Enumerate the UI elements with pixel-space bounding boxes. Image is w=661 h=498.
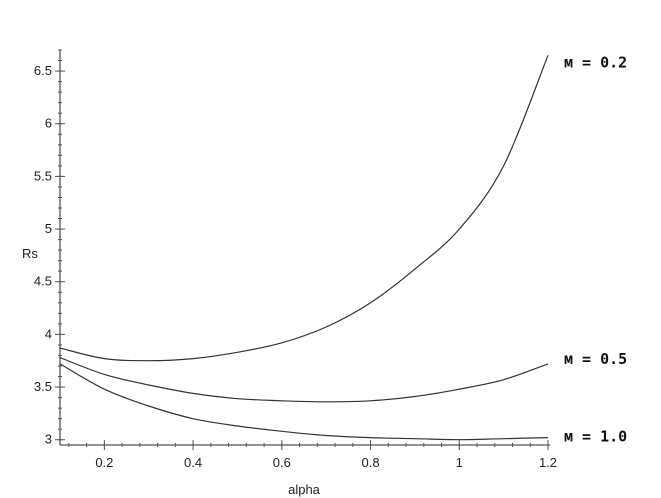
axes: [59, 50, 550, 446]
x-tick-label: 0.8: [362, 455, 380, 470]
series-label: м = 0.2: [564, 53, 627, 71]
series-lines: [59, 55, 549, 441]
y-tick-label: 6.5: [34, 63, 52, 78]
x-tick-label: 0.2: [95, 455, 113, 470]
x-ticks: 0.2 0.4 0.6 0.8 1 1.2: [68, 440, 557, 470]
series-line: [59, 363, 549, 441]
series-line: [59, 55, 549, 362]
x-tick-label: 1.2: [539, 455, 557, 470]
y-tick-label: 6: [45, 116, 52, 131]
y-tick-label: 5.5: [34, 168, 52, 183]
x-tick-label: 0.6: [273, 455, 291, 470]
y-ticks: 3 3.5 4 4.5 5 5.5 6 6.5: [34, 49, 65, 447]
x-axis-label: alpha: [288, 482, 321, 497]
series-labels: м = 0.2 м = 0.5 м = 1.0: [564, 53, 627, 445]
x-tick-label: 1: [456, 455, 463, 470]
y-tick-label: 3.5: [34, 379, 52, 394]
series-line: [59, 357, 549, 403]
series-label: м = 0.5: [564, 350, 627, 368]
x-tick-label: 0.4: [184, 455, 202, 470]
series-label: м = 1.0: [564, 428, 627, 446]
y-tick-label: 5: [45, 221, 52, 236]
y-axis-label: Rs: [22, 246, 38, 261]
y-tick-label: 4: [45, 326, 52, 341]
y-tick-label: 4.5: [34, 274, 52, 289]
y-tick-label: 3: [45, 432, 52, 447]
